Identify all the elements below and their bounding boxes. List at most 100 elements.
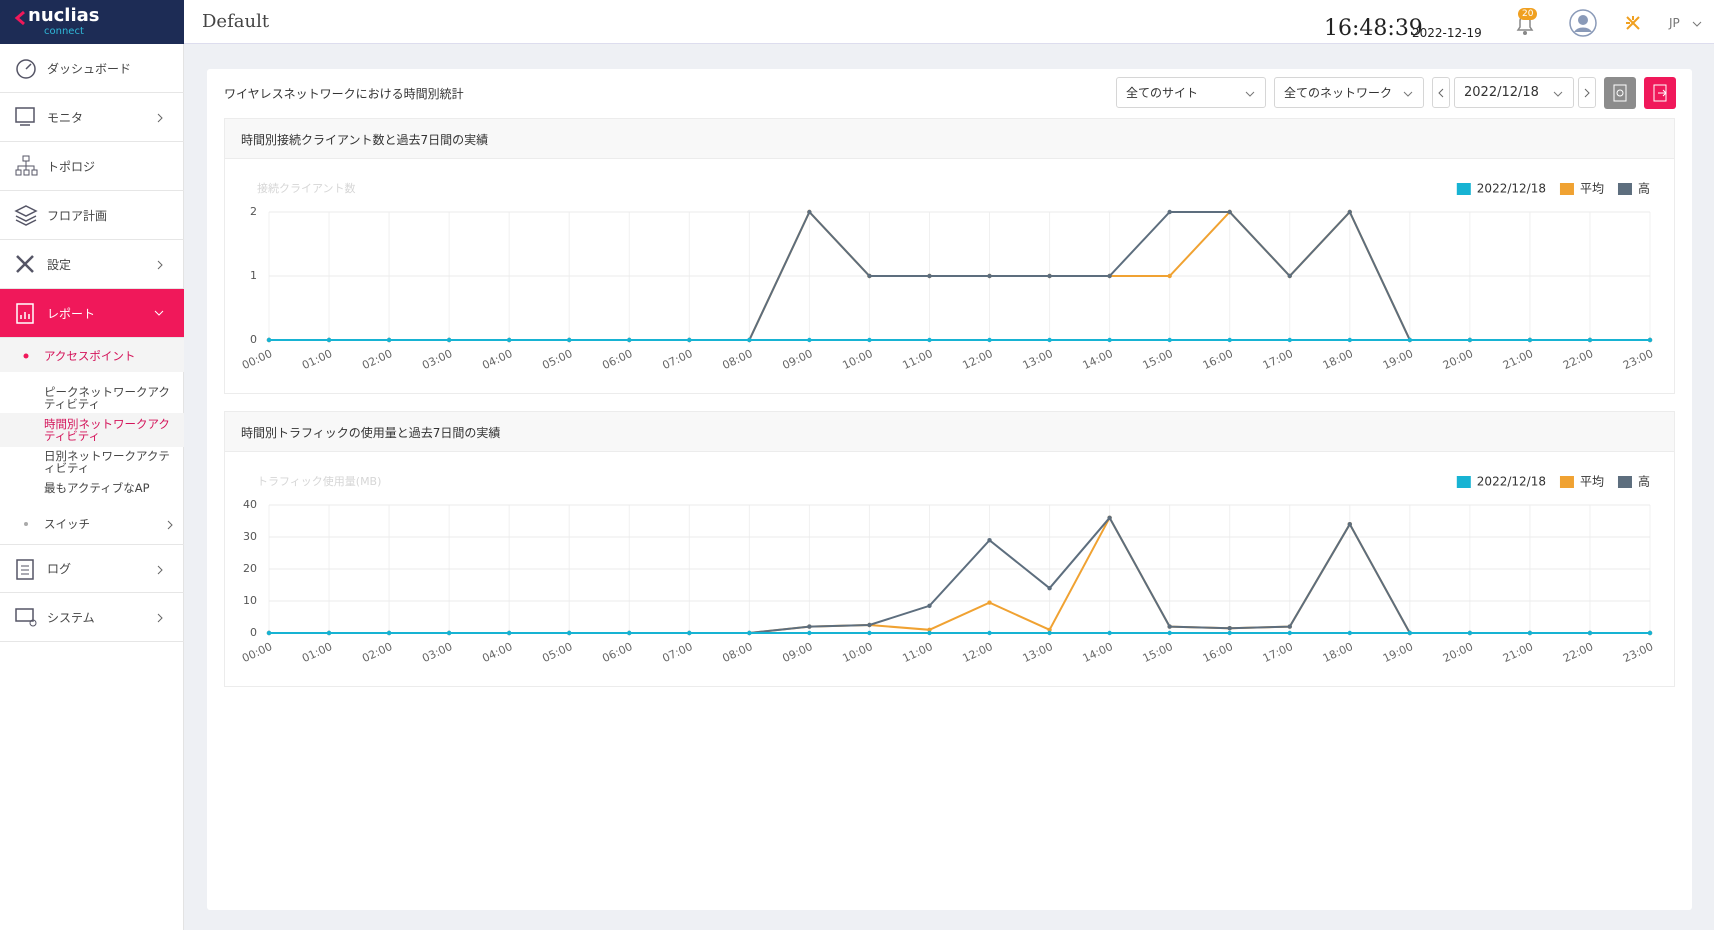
- x-tick-label: 01:00: [300, 640, 334, 665]
- x-tick-label: 20:00: [1441, 347, 1475, 372]
- point: [266, 337, 272, 343]
- submenu-active-bg: [0, 413, 184, 447]
- point: [687, 630, 692, 636]
- point: [1167, 337, 1172, 343]
- point: [1287, 630, 1292, 636]
- preview-button[interactable]: [1604, 77, 1636, 109]
- x-tick-label: 08:00: [720, 640, 754, 665]
- x-tick-label: 19:00: [1381, 640, 1415, 665]
- point: [627, 337, 632, 343]
- x-tick-label: 00:00: [240, 347, 274, 372]
- export-button[interactable]: [1644, 77, 1676, 109]
- notification-count: 20: [1518, 8, 1538, 20]
- menu-label: ダッシュボード: [47, 61, 132, 76]
- legend-label: 高: [1638, 182, 1650, 196]
- point: [687, 337, 692, 343]
- x-tick-label: 04:00: [480, 347, 514, 372]
- tools-icon[interactable]: [1624, 14, 1642, 32]
- point: [386, 630, 392, 636]
- x-tick-label: 23:00: [1621, 640, 1655, 665]
- logo: nuclias connect: [0, 0, 184, 44]
- menu-label: レポート: [47, 306, 96, 321]
- menu-item[interactable]: フロア計画: [0, 191, 184, 240]
- x-tick-label: 06:00: [600, 347, 634, 372]
- user-avatar[interactable]: [1568, 8, 1598, 38]
- network-select[interactable]: 全てのネットワーク: [1274, 77, 1424, 108]
- next-day[interactable]: [1578, 77, 1596, 108]
- legend-label: 2022/12/18: [1477, 475, 1546, 489]
- point: [807, 209, 812, 215]
- x-tick-label: 14:00: [1081, 347, 1115, 372]
- point: [446, 630, 452, 636]
- icon: [15, 608, 37, 627]
- x-tick-label: 07:00: [660, 640, 694, 665]
- chevron: [157, 113, 163, 123]
- chevron: [154, 310, 164, 316]
- menu-label: ログ: [47, 562, 72, 576]
- x-tick-label: 01:00: [300, 347, 334, 372]
- chevron: [157, 565, 163, 575]
- x-tick-label: 22:00: [1561, 640, 1595, 665]
- x-tick-label: 08:00: [720, 347, 754, 372]
- submenu-label[interactable]: 日別ネットワークアクティビティ: [44, 449, 170, 475]
- x-tick-label: 05:00: [540, 347, 574, 372]
- x-tick-label: 20:00: [1441, 640, 1475, 665]
- point: [987, 600, 992, 605]
- submenu-label[interactable]: 最もアクティブなAP: [44, 481, 150, 495]
- x-tick-label: 06:00: [600, 640, 634, 665]
- logo-mark: [14, 10, 25, 26]
- prev-day[interactable]: [1432, 77, 1450, 108]
- language[interactable]: JP: [1669, 16, 1680, 30]
- point: [1587, 630, 1593, 636]
- menu-item[interactable]: トポロジ: [0, 142, 184, 191]
- submenu-label[interactable]: アクセスポイント: [44, 349, 136, 363]
- point: [1407, 337, 1413, 343]
- legend-swatch: [1456, 183, 1471, 195]
- legend-swatch: [1559, 476, 1574, 488]
- series-line: [269, 515, 1650, 634]
- y-axis-label: トラフィック使用量(MB): [257, 475, 381, 488]
- point: [326, 337, 332, 343]
- point: [1287, 624, 1292, 629]
- menu-item[interactable]: ログ: [0, 544, 184, 593]
- x-tick-label: 12:00: [961, 347, 995, 372]
- y-tick-label: 10: [243, 594, 257, 607]
- chart-card: 時間別接続クライアント数と過去7日間の実績 接続クライアント数 00:00 01:0…: [224, 118, 1675, 394]
- legend-swatch: [1559, 183, 1574, 195]
- x-tick-label: 17:00: [1261, 640, 1295, 665]
- menu-label: システム: [47, 610, 95, 625]
- menu-item-active[interactable]: レポート: [0, 289, 184, 338]
- point: [987, 630, 992, 636]
- x-tick-label: 17:00: [1261, 347, 1295, 372]
- date-select[interactable]: 2022/12/18: [1454, 77, 1574, 108]
- icon: [14, 205, 38, 226]
- page-title: Default: [202, 11, 270, 32]
- point: [506, 630, 512, 636]
- menu-item[interactable]: システム: [0, 593, 184, 642]
- menu-item[interactable]: 設定: [0, 240, 184, 289]
- point: [266, 630, 272, 636]
- x-tick-label: 03:00: [420, 640, 454, 665]
- icon: [15, 107, 35, 126]
- x-tick-label: 21:00: [1501, 640, 1535, 665]
- point: [1107, 273, 1112, 279]
- icon: [16, 59, 36, 79]
- point: [1647, 337, 1653, 343]
- x-tick-label: 04:00: [480, 640, 514, 665]
- point: [1107, 630, 1112, 636]
- submenu-label-active[interactable]: 時間別ネットワークアクティビティ: [44, 417, 170, 443]
- submenu-label[interactable]: ピークネットワークアクティビティ: [44, 385, 170, 411]
- point: [386, 337, 392, 343]
- point: [1167, 630, 1172, 636]
- site-select[interactable]: 全てのサイト: [1116, 77, 1266, 108]
- legend-label: 高: [1638, 475, 1650, 489]
- chevron: [1245, 91, 1255, 97]
- x-tick-label: 12:00: [961, 640, 995, 665]
- x-tick-label: 07:00: [660, 347, 694, 372]
- clock: 16:48:39: [1324, 16, 1423, 41]
- point: [747, 337, 752, 343]
- menu-item[interactable]: ダッシュボード: [0, 44, 184, 93]
- chart-title: 時間別接続クライアント数と過去7日間の実績: [225, 119, 1674, 159]
- menu-item[interactable]: モニタ: [0, 93, 184, 142]
- submenu-label[interactable]: スイッチ: [44, 517, 90, 531]
